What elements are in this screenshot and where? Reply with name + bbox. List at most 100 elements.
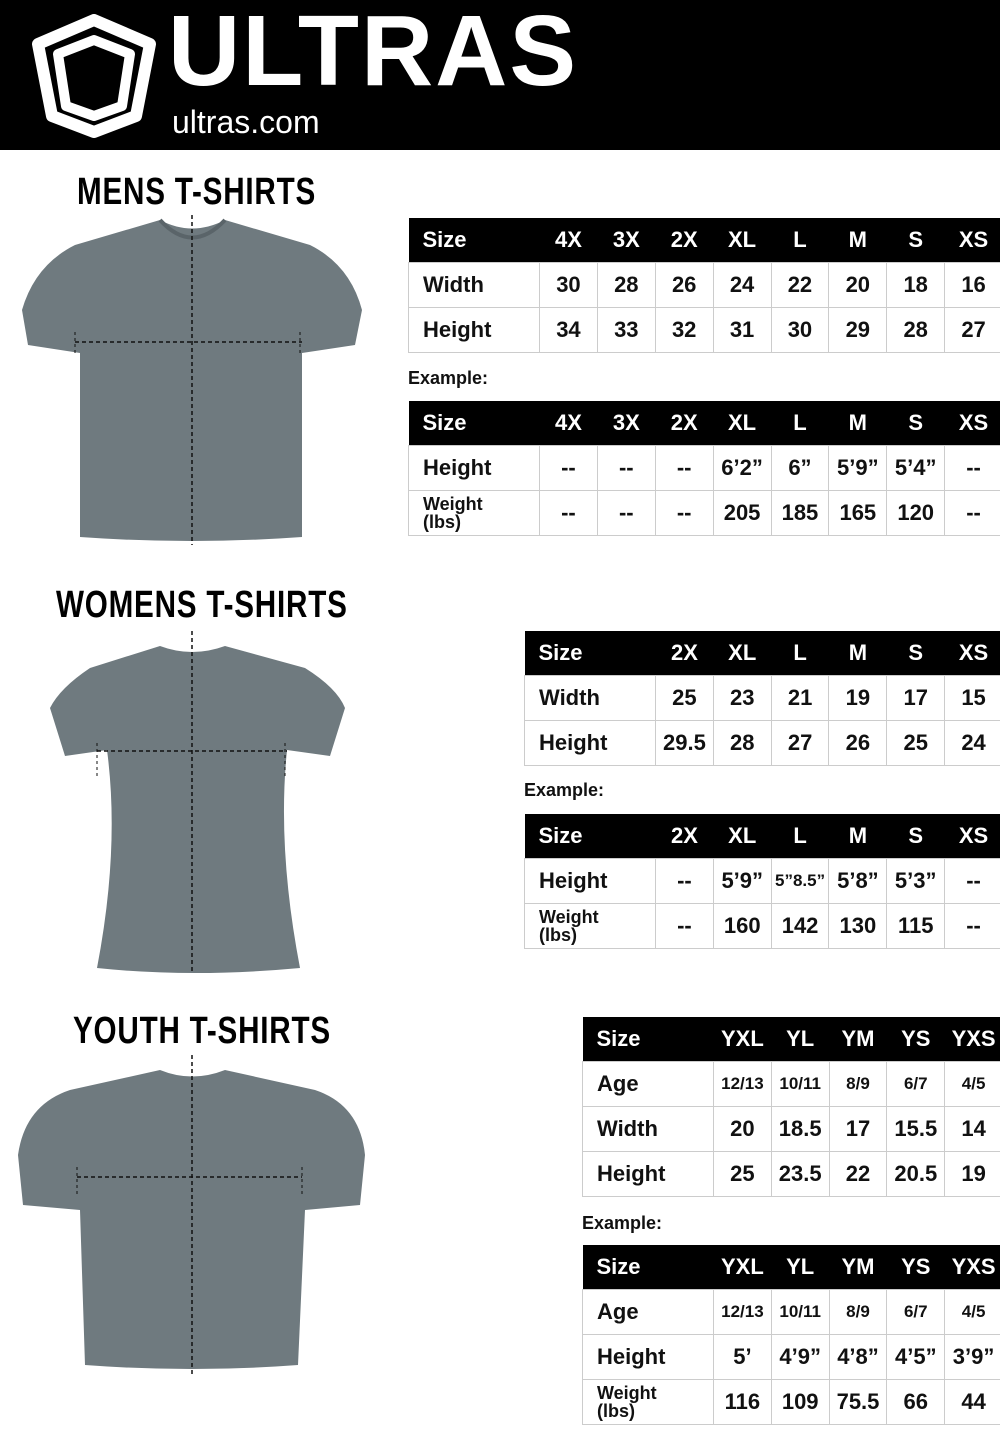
table-cell: 130 bbox=[828, 903, 888, 949]
column-header-size: YL bbox=[771, 1017, 830, 1062]
table-row: Height -- 5’9” 5”8.5” 5’8” 5’3” -- bbox=[524, 858, 1000, 904]
row-label: Age bbox=[582, 1289, 714, 1335]
column-header-size: XS bbox=[944, 631, 1000, 676]
table-row: Age 12/13 10/11 8/9 6/7 4/5 bbox=[582, 1289, 1000, 1335]
table-cell: 30 bbox=[539, 262, 598, 308]
table-cell: 19 bbox=[828, 675, 888, 721]
column-header-size: 4X bbox=[539, 218, 598, 263]
table-cell: 6/7 bbox=[886, 1289, 946, 1335]
table-cell: -- bbox=[596, 490, 656, 536]
row-label: Height bbox=[582, 1334, 714, 1380]
shield-icon bbox=[32, 14, 156, 138]
column-header-size: XS bbox=[944, 814, 1000, 859]
table-cell: -- bbox=[539, 445, 598, 491]
table-cell: -- bbox=[944, 858, 1000, 904]
column-header-size: XL bbox=[713, 218, 771, 263]
column-header-size: YS bbox=[886, 1017, 945, 1062]
mens-example-table: Size 4X 3X 2X XL L M S XS Height -- -- -- 6’2” 6” 5’9” 5… bbox=[408, 401, 1000, 536]
row-label: Height bbox=[582, 1151, 714, 1197]
table-row: Width 30 28 26 24 22 20 18 16 bbox=[408, 262, 1000, 308]
table-cell: 18.5 bbox=[770, 1106, 830, 1152]
column-header-size: YXL bbox=[713, 1245, 772, 1290]
table-cell: 20 bbox=[713, 1106, 772, 1152]
column-header-size: M bbox=[828, 814, 887, 859]
table-cell: 26 bbox=[654, 262, 714, 308]
table-cell: -- bbox=[944, 903, 1000, 949]
column-header-size: 2X bbox=[655, 401, 714, 446]
table-cell: 12/13 bbox=[713, 1289, 772, 1335]
table-cell: 33 bbox=[596, 307, 656, 353]
table-cell: 44 bbox=[944, 1379, 1000, 1425]
column-header-size: 2X bbox=[655, 218, 714, 263]
table-cell: -- bbox=[944, 445, 1000, 491]
column-header-size: S bbox=[886, 218, 945, 263]
row-label: Height bbox=[408, 445, 540, 491]
table-cell: 205 bbox=[712, 490, 772, 536]
youth-title: YOUTH T-SHIRTS bbox=[73, 1010, 331, 1052]
table-row: Height 29.5 28 27 26 25 24 bbox=[524, 720, 1000, 766]
table-cell: 3’9” bbox=[944, 1334, 1000, 1380]
column-header-size: 2X bbox=[655, 631, 714, 676]
table-cell: 116 bbox=[713, 1379, 772, 1425]
table-cell: 115 bbox=[886, 903, 946, 949]
table-row: Weight (lbs) 116 109 75.5 66 44 bbox=[582, 1379, 1000, 1425]
table-cell: 20 bbox=[828, 262, 888, 308]
column-header-label: Size bbox=[408, 218, 540, 263]
column-header-size: L bbox=[771, 631, 829, 676]
mens-size-table: Size 4X 3X 2X XL L M S XS Width 30 28 26 24 22 20 18 16 He… bbox=[408, 218, 1000, 353]
youth-example-table: Size YXL YL YM YS YXS Age 12/13 10/11 8/9 6/7 4/5 He… bbox=[582, 1245, 1000, 1425]
womens-shirt-image bbox=[50, 631, 345, 973]
table-cell: 185 bbox=[770, 490, 830, 536]
table-cell: -- bbox=[655, 903, 714, 949]
column-header-size: S bbox=[886, 814, 945, 859]
column-header-size: XS bbox=[944, 401, 1000, 446]
youth-example-label: Example: bbox=[582, 1213, 663, 1233]
table-cell: 66 bbox=[886, 1379, 946, 1425]
table-cell: 31 bbox=[712, 307, 772, 353]
table-cell: -- bbox=[596, 445, 656, 491]
table-cell: 12/13 bbox=[713, 1061, 772, 1107]
row-label-unit: (lbs) bbox=[539, 925, 577, 945]
column-header-size: S bbox=[886, 631, 945, 676]
table-cell: 15 bbox=[944, 675, 1000, 721]
row-label: Height bbox=[524, 858, 656, 904]
column-header-size: L bbox=[771, 814, 829, 859]
column-header-size: XL bbox=[713, 401, 771, 446]
table-cell: 23 bbox=[712, 675, 772, 721]
table-cell: 4’8” bbox=[828, 1334, 888, 1380]
column-header-size: L bbox=[771, 218, 829, 263]
table-cell: 25 bbox=[713, 1151, 772, 1197]
table-row: Weight (lbs) -- 160 142 130 115 -- bbox=[524, 903, 1000, 949]
row-label: Height bbox=[524, 720, 656, 766]
row-label: Weight (lbs) bbox=[524, 903, 656, 949]
row-label-unit: (lbs) bbox=[423, 512, 461, 532]
table-row: Height 5’ 4’9” 4’8” 4’5” 3’9” bbox=[582, 1334, 1000, 1380]
table-cell: 5’4” bbox=[886, 445, 946, 491]
table-cell: 22 bbox=[828, 1151, 888, 1197]
row-label: Height bbox=[408, 307, 540, 353]
column-header-size: XL bbox=[713, 814, 772, 859]
table-cell: 22 bbox=[770, 262, 830, 308]
womens-example-table: Size 2X XL L M S XS Height -- 5’9” 5”8.5” 5’8” 5’3” -… bbox=[524, 814, 1000, 949]
table-cell: 21 bbox=[770, 675, 830, 721]
table-cell: 26 bbox=[828, 720, 888, 766]
table-cell: -- bbox=[944, 490, 1000, 536]
table-cell: 27 bbox=[944, 307, 1000, 353]
table-cell: 109 bbox=[770, 1379, 830, 1425]
column-header-size: YXS bbox=[944, 1245, 1000, 1290]
table-row: Height 34 33 32 31 30 29 28 27 bbox=[408, 307, 1000, 353]
header-row: Size 4X 3X 2X XL L M S XS bbox=[408, 218, 1000, 263]
row-label-line: Weight bbox=[539, 907, 599, 927]
table-cell: 120 bbox=[886, 490, 946, 536]
table-row: Weight (lbs) -- -- -- 205 185 165 120 -- bbox=[408, 490, 1000, 536]
column-header-label: Size bbox=[582, 1017, 714, 1062]
table-cell: -- bbox=[655, 858, 714, 904]
column-header-size: 4X bbox=[539, 401, 598, 446]
table-cell: 25 bbox=[655, 675, 714, 721]
header-banner: ULTRAS ultras.com bbox=[0, 0, 1000, 150]
womens-title: WOMENS T-SHIRTS bbox=[56, 584, 348, 626]
table-cell: -- bbox=[654, 490, 714, 536]
column-header-size: S bbox=[886, 401, 945, 446]
youth-shirt-image bbox=[18, 1055, 365, 1377]
table-cell: 23.5 bbox=[770, 1151, 830, 1197]
